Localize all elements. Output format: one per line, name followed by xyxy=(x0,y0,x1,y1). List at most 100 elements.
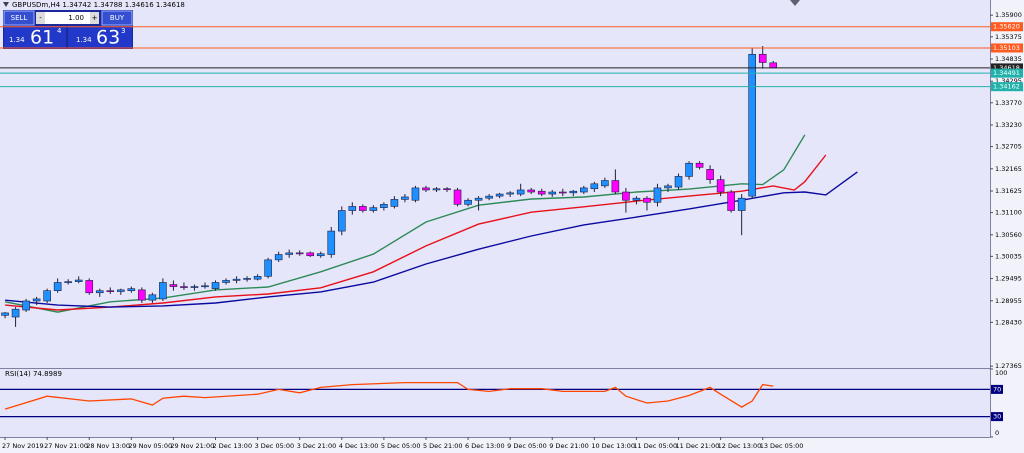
candle-body xyxy=(716,179,725,193)
candle-body xyxy=(758,53,767,63)
y-tick-label: 1.31100 xyxy=(995,209,1022,217)
candle-body xyxy=(138,289,146,301)
price-label: 1.34618 xyxy=(993,64,1020,72)
sell-button[interactable] xyxy=(3,10,35,26)
candle-body xyxy=(295,252,304,255)
price-label: 1.34491 xyxy=(993,69,1020,77)
x-tick-label: 27 Nov 2019 xyxy=(2,442,44,450)
candle-body xyxy=(232,278,241,281)
buy-price-prefix: 1.34 xyxy=(76,36,92,44)
candle-body xyxy=(622,191,630,201)
candle-body xyxy=(748,53,756,197)
price-label: 1.34162 xyxy=(993,83,1020,91)
y-tick-label: 1.34835 xyxy=(995,55,1022,63)
level-label-box xyxy=(991,412,1003,422)
candle-body xyxy=(643,197,651,203)
candle-body xyxy=(506,192,514,195)
level-label: 70 xyxy=(993,385,1001,393)
candle-body xyxy=(222,280,230,283)
candle-body xyxy=(632,197,641,201)
candle-body xyxy=(495,193,504,197)
x-tick-label: 10 Dec 13:00 xyxy=(591,442,635,450)
rsi-line xyxy=(4,381,774,410)
candle-body xyxy=(316,253,325,257)
y-tick-label: 1.31625 xyxy=(995,187,1022,195)
x-tick-label: 11 Dec 21:00 xyxy=(676,442,720,450)
lot-input[interactable] xyxy=(45,12,90,24)
candle-body xyxy=(148,294,157,301)
x-tick-label: 29 Nov 05:00 xyxy=(128,442,172,450)
x-tick-label: 29 Nov 21:00 xyxy=(170,442,214,450)
y-tick-label: 100 xyxy=(995,369,1007,377)
candle-body xyxy=(43,290,51,302)
candle-body xyxy=(611,180,620,193)
candle-body xyxy=(527,189,535,193)
buy-button[interactable] xyxy=(101,10,133,26)
candle-body xyxy=(11,308,20,318)
x-tick-label: 5 Dec 21:00 xyxy=(423,442,463,450)
lot-plus[interactable] xyxy=(90,12,99,24)
y-tick-label: 1.27365 xyxy=(995,362,1022,370)
price-label-box xyxy=(991,22,1023,32)
candle-body xyxy=(64,281,72,283)
y-tick-label: 1.35900 xyxy=(995,11,1022,19)
price-label-box xyxy=(991,82,1023,92)
candle-body xyxy=(474,197,483,201)
moving-average xyxy=(5,154,827,311)
y-tick-label: 1.33230 xyxy=(995,121,1022,129)
shift-marker xyxy=(790,0,800,6)
y-tick-label: 1.32165 xyxy=(995,165,1022,173)
candle-body xyxy=(601,180,609,187)
candle-body xyxy=(106,290,115,292)
y-tick-label: 1.32705 xyxy=(995,143,1022,151)
symbol-icon xyxy=(3,2,9,7)
sell-price-prefix: 1.34 xyxy=(9,36,25,44)
level-label-box xyxy=(991,384,1003,394)
minus-label[interactable]: - xyxy=(39,14,42,22)
y-tick-label: 1.28430 xyxy=(995,318,1022,326)
x-tick-label: 2 Dec 13:00 xyxy=(213,442,253,450)
candle-body xyxy=(127,288,136,291)
rsi-title: RSI(14) 74.8989 xyxy=(5,370,62,378)
candle-body xyxy=(285,252,293,255)
candle-body xyxy=(401,196,409,200)
candle-body xyxy=(274,254,283,261)
y-tick-label: 1.34295 xyxy=(995,77,1022,85)
candle-body xyxy=(706,169,714,180)
lot-value[interactable]: 1.00 xyxy=(68,14,84,22)
candle-body xyxy=(485,195,493,199)
candle-body xyxy=(53,282,62,291)
candle-body xyxy=(327,230,336,255)
candle-body xyxy=(117,289,125,292)
candle-body xyxy=(685,162,693,177)
x-tick-label: 28 Nov 13:00 xyxy=(86,442,130,450)
candle-body xyxy=(253,276,262,280)
candle-body xyxy=(243,278,251,280)
buy-price-box[interactable] xyxy=(68,26,132,48)
candle-body xyxy=(558,191,567,194)
plus-label[interactable]: + xyxy=(92,14,98,22)
candle-body xyxy=(74,279,83,282)
candle-body xyxy=(180,286,188,288)
x-tick-label: 13 Dec 05:00 xyxy=(760,442,804,450)
candle-body xyxy=(85,280,94,294)
candle-body xyxy=(664,185,672,189)
candle-body xyxy=(159,282,167,300)
price-label-box xyxy=(991,43,1023,53)
lot-minus[interactable] xyxy=(36,12,45,24)
y-tick-label: 0 xyxy=(995,429,999,437)
candle-body xyxy=(769,62,778,69)
buy-label[interactable]: BUY xyxy=(110,14,125,22)
candle-body xyxy=(1,312,9,316)
sell-price-box[interactable] xyxy=(4,26,66,48)
candle-body xyxy=(453,189,462,205)
candle-body xyxy=(201,285,209,288)
buy-price-point: 3 xyxy=(121,27,125,35)
candle-body xyxy=(727,191,735,211)
y-tick-label: 1.35375 xyxy=(995,33,1022,41)
plot-area xyxy=(0,0,990,437)
candle-body xyxy=(264,259,272,277)
candle-body xyxy=(348,206,357,211)
sell-label[interactable]: SELL xyxy=(11,14,28,22)
